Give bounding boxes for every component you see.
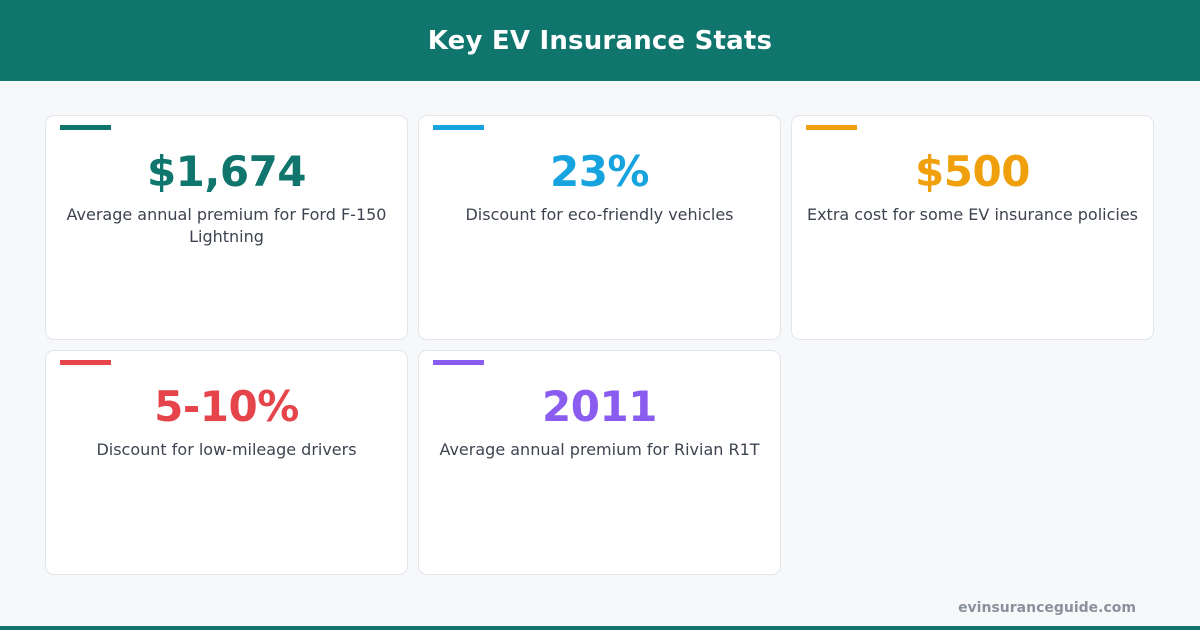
accent-bar <box>433 125 484 130</box>
accent-bar <box>806 125 857 130</box>
stat-description: Extra cost for some EV insurance policie… <box>806 205 1139 224</box>
accent-bar <box>433 360 484 365</box>
header-banner: Key EV Insurance Stats <box>0 0 1200 81</box>
stat-card-2: 23% Discount for eco-friendly vehicles <box>418 115 781 340</box>
stat-description: Discount for low-mileage drivers <box>96 440 357 459</box>
stat-value: 23% <box>549 147 650 196</box>
stat-value: $1,674 <box>146 147 307 196</box>
site-url[interactable]: evinsuranceguide.com <box>958 600 1136 616</box>
stat-value: 5-10% <box>154 382 299 431</box>
stat-card-5: 2011 Average annual premium for Rivian R… <box>418 350 781 575</box>
page-title: Key EV Insurance Stats <box>427 25 773 56</box>
stat-card-1: $1,674 Average annual premium for Ford F… <box>45 115 408 340</box>
stat-card-4: 5-10% Discount for low-mileage drivers <box>45 350 408 575</box>
accent-bar <box>60 125 111 130</box>
stat-description: Discount for eco-friendly vehicles <box>465 205 734 224</box>
stat-description: Average annual premium for Rivian R1T <box>439 440 760 459</box>
stat-description: Average annual premium for Ford F-150 Li… <box>66 205 387 246</box>
accent-bar <box>60 360 111 365</box>
stat-value: $500 <box>915 147 1030 196</box>
stat-card-3: $500 Extra cost for some EV insurance po… <box>791 115 1154 340</box>
stat-value: 2011 <box>542 382 657 431</box>
bottom-accent-bar <box>0 626 1200 630</box>
